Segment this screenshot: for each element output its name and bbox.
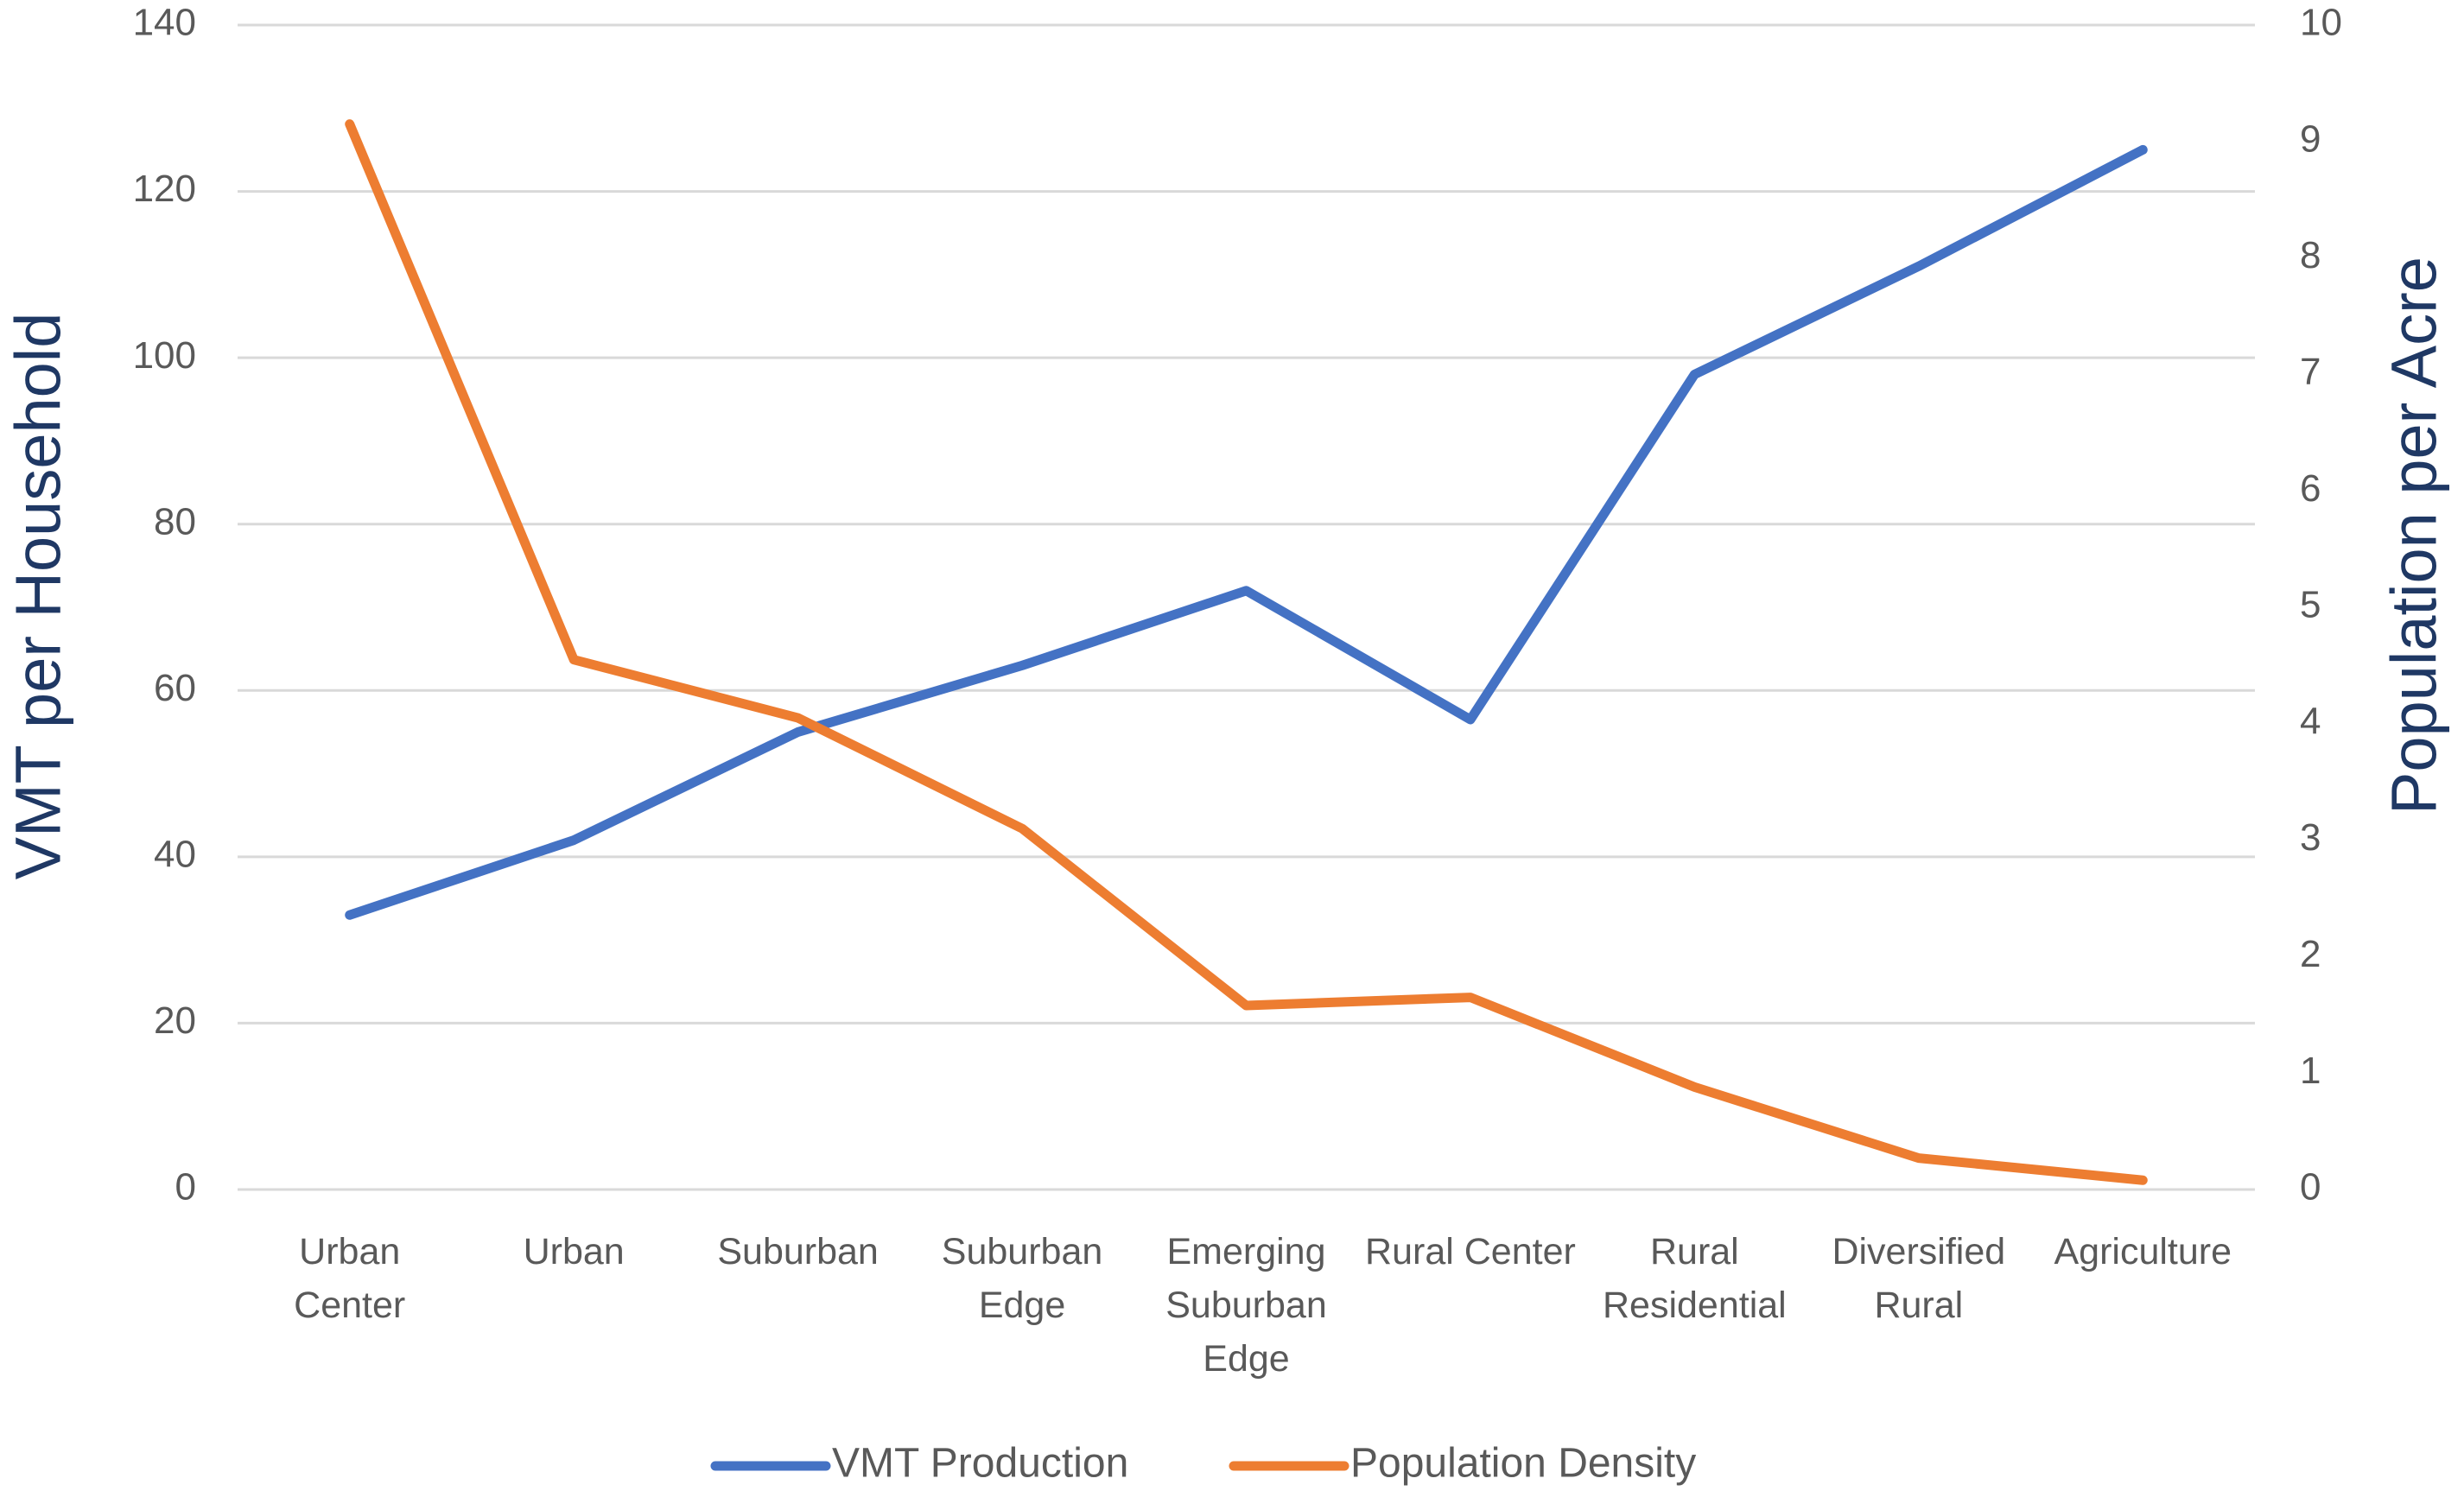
y2-tick-label: 1 [2300,1050,2321,1092]
series-line [345,119,2148,1185]
legend-label: VMT Production [832,1441,1128,1487]
x-tick-label: Suburban [717,1231,879,1272]
y2-tick-label: 2 [2300,933,2321,975]
y2-tick-label: 5 [2300,584,2321,626]
series-line [345,144,2148,920]
y2-tick-label: 8 [2300,234,2321,276]
y-tick-label: 40 [154,833,196,875]
y2-tick-label: 0 [2300,1166,2321,1209]
y2-tick-label: 6 [2300,467,2321,510]
y-tick-label: 20 [154,999,196,1042]
y-tick-label: 60 [154,667,196,709]
x-tick-label: Rural Residential [1603,1231,1787,1326]
x-tick-label: Urban [523,1231,625,1272]
y-tick-label: 120 [133,168,196,210]
legend-label: Population Density [1350,1441,1696,1487]
x-tick-label: Diversified Rural [1832,1231,2006,1326]
y2-tick-label: 9 [2300,117,2321,160]
y-tick-label: 80 [154,500,196,542]
y-axis-title: VMT per Household [3,313,74,880]
x-tick-label: Rural Center [1365,1231,1576,1272]
y2-tick-label: 4 [2300,700,2321,742]
x-tick-label: Agriculture [2054,1231,2232,1272]
y2-tick-label: 10 [2300,2,2342,44]
y2-axis-title: Population per Acre [2378,257,2450,815]
y-tick-label: 100 [133,334,196,377]
x-tick-label: Emerging Suburban Edge [1165,1231,1327,1380]
x-tick-label: Suburban Edge [941,1231,1103,1326]
y2-tick-label: 3 [2300,816,2321,859]
y2-tick-label: 7 [2300,351,2321,393]
y-tick-label: 140 [133,2,196,44]
y-tick-label: 0 [175,1166,196,1209]
x-tick-label: Urban Center [294,1231,406,1326]
